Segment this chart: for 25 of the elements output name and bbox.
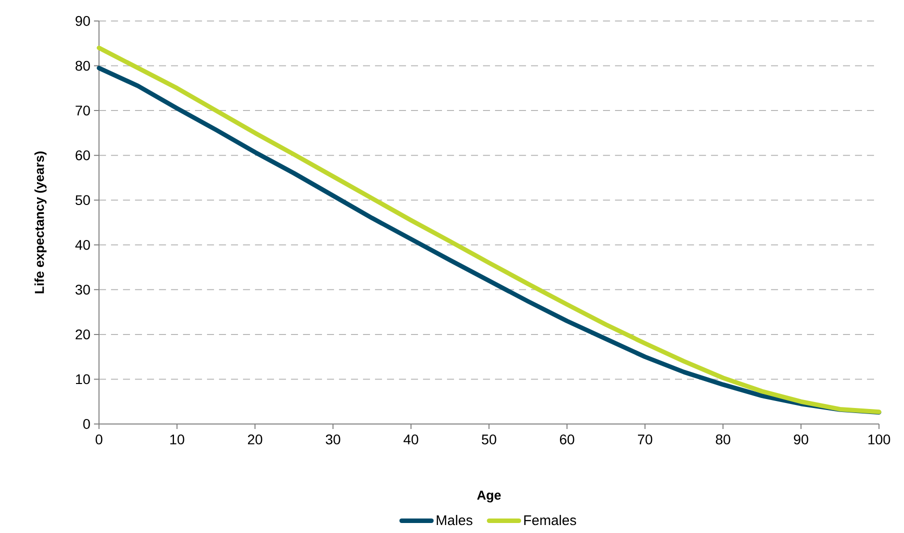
- x-tick-label: 100: [868, 434, 890, 444]
- x-tick-label: 10: [170, 434, 184, 444]
- x-tick-label: 0: [96, 434, 102, 444]
- y-tick-label: 20: [76, 329, 90, 340]
- x-axis-title: Age: [477, 490, 501, 502]
- y-tick-label: 10: [76, 374, 90, 384]
- y-tick-label: 50: [76, 195, 90, 206]
- legend-label: Females: [524, 514, 576, 526]
- y-tick-label: 60: [76, 150, 90, 160]
- y-tick-label: 40: [75, 240, 90, 250]
- y-tick-label: 30: [75, 284, 90, 295]
- y-axis-title: Life expectancy (years): [34, 152, 47, 294]
- legend-label: Males: [436, 514, 472, 526]
- y-tick-label: 70: [76, 106, 90, 116]
- x-tick-label: 60: [560, 434, 574, 444]
- x-tick-label: 80: [716, 434, 730, 444]
- y-tick-label: 90: [76, 16, 90, 26]
- x-tick-label: 30: [326, 434, 340, 444]
- y-tick-label: 80: [76, 60, 90, 71]
- x-tick-label: 20: [248, 434, 262, 444]
- x-tick-label: 40: [404, 434, 418, 444]
- x-tick-label: 90: [794, 434, 808, 444]
- x-tick-label: 50: [482, 434, 496, 444]
- y-tick-label: 0: [83, 419, 90, 429]
- x-tick-label: 70: [638, 434, 652, 444]
